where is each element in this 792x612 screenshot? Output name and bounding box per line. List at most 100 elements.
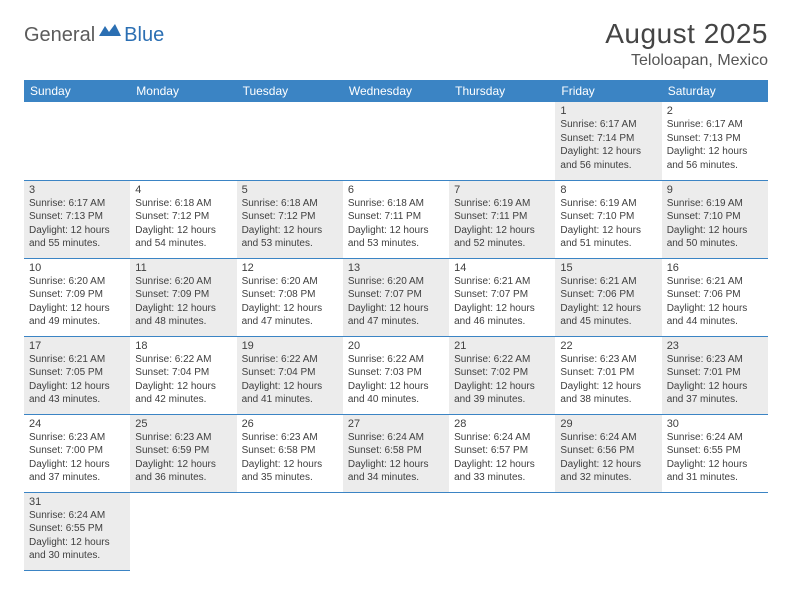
sunrise-text: Sunrise: 6:21 AM (667, 275, 763, 289)
day-info: Sunrise: 6:22 AMSunset: 7:04 PMDaylight:… (135, 353, 231, 407)
calendar-cell (343, 492, 449, 570)
calendar-cell: 10Sunrise: 6:20 AMSunset: 7:09 PMDayligh… (24, 258, 130, 336)
daylight-text: Daylight: 12 hours and 53 minutes. (242, 224, 338, 251)
sunrise-text: Sunrise: 6:20 AM (242, 275, 338, 289)
day-number: 17 (29, 340, 125, 352)
header: General Blue August 2025 Teloloapan, Mex… (24, 18, 768, 70)
calendar-page: General Blue August 2025 Teloloapan, Mex… (0, 0, 792, 589)
sunrise-text: Sunrise: 6:19 AM (454, 197, 550, 211)
sunset-text: Sunset: 7:09 PM (135, 288, 231, 302)
day-info: Sunrise: 6:23 AMSunset: 7:01 PMDaylight:… (667, 353, 763, 407)
calendar-cell: 3Sunrise: 6:17 AMSunset: 7:13 PMDaylight… (24, 180, 130, 258)
daylight-text: Daylight: 12 hours and 55 minutes. (29, 224, 125, 251)
day-info: Sunrise: 6:17 AMSunset: 7:14 PMDaylight:… (560, 118, 656, 172)
sunrise-text: Sunrise: 6:18 AM (242, 197, 338, 211)
sunset-text: Sunset: 7:10 PM (560, 210, 656, 224)
day-number: 9 (667, 184, 763, 196)
day-number: 12 (242, 262, 338, 274)
sunrise-text: Sunrise: 6:17 AM (667, 118, 763, 132)
month-title: August 2025 (605, 18, 768, 50)
calendar-cell (449, 492, 555, 570)
daylight-text: Daylight: 12 hours and 37 minutes. (29, 458, 125, 485)
day-number: 11 (135, 262, 231, 274)
day-number: 7 (454, 184, 550, 196)
day-info: Sunrise: 6:19 AMSunset: 7:10 PMDaylight:… (560, 197, 656, 251)
calendar-cell (555, 492, 661, 570)
daylight-text: Daylight: 12 hours and 50 minutes. (667, 224, 763, 251)
sunset-text: Sunset: 7:07 PM (454, 288, 550, 302)
day-number: 3 (29, 184, 125, 196)
calendar-cell: 2Sunrise: 6:17 AMSunset: 7:13 PMDaylight… (662, 102, 768, 180)
sunset-text: Sunset: 7:07 PM (348, 288, 444, 302)
calendar-cell: 12Sunrise: 6:20 AMSunset: 7:08 PMDayligh… (237, 258, 343, 336)
sunset-text: Sunset: 6:55 PM (667, 444, 763, 458)
day-number: 19 (242, 340, 338, 352)
daylight-text: Daylight: 12 hours and 43 minutes. (29, 380, 125, 407)
calendar-cell: 16Sunrise: 6:21 AMSunset: 7:06 PMDayligh… (662, 258, 768, 336)
calendar-cell: 17Sunrise: 6:21 AMSunset: 7:05 PMDayligh… (24, 336, 130, 414)
sunset-text: Sunset: 7:03 PM (348, 366, 444, 380)
calendar-cell: 6Sunrise: 6:18 AMSunset: 7:11 PMDaylight… (343, 180, 449, 258)
daylight-text: Daylight: 12 hours and 40 minutes. (348, 380, 444, 407)
weekday-header: Wednesday (343, 80, 449, 102)
day-number: 5 (242, 184, 338, 196)
calendar-cell: 20Sunrise: 6:22 AMSunset: 7:03 PMDayligh… (343, 336, 449, 414)
day-number: 24 (29, 418, 125, 430)
sunset-text: Sunset: 7:06 PM (667, 288, 763, 302)
daylight-text: Daylight: 12 hours and 34 minutes. (348, 458, 444, 485)
weekday-header-row: Sunday Monday Tuesday Wednesday Thursday… (24, 80, 768, 102)
sunset-text: Sunset: 7:00 PM (29, 444, 125, 458)
calendar-cell: 24Sunrise: 6:23 AMSunset: 7:00 PMDayligh… (24, 414, 130, 492)
sunrise-text: Sunrise: 6:19 AM (560, 197, 656, 211)
calendar-cell: 28Sunrise: 6:24 AMSunset: 6:57 PMDayligh… (449, 414, 555, 492)
sunrise-text: Sunrise: 6:22 AM (242, 353, 338, 367)
calendar-row: 3Sunrise: 6:17 AMSunset: 7:13 PMDaylight… (24, 180, 768, 258)
sunset-text: Sunset: 7:02 PM (454, 366, 550, 380)
calendar-cell: 26Sunrise: 6:23 AMSunset: 6:58 PMDayligh… (237, 414, 343, 492)
logo-text-general: General (24, 24, 95, 47)
sunrise-text: Sunrise: 6:22 AM (135, 353, 231, 367)
calendar-cell: 30Sunrise: 6:24 AMSunset: 6:55 PMDayligh… (662, 414, 768, 492)
day-info: Sunrise: 6:21 AMSunset: 7:06 PMDaylight:… (560, 275, 656, 329)
calendar-cell: 31Sunrise: 6:24 AMSunset: 6:55 PMDayligh… (24, 492, 130, 570)
weekday-header: Thursday (449, 80, 555, 102)
daylight-text: Daylight: 12 hours and 47 minutes. (242, 302, 338, 329)
day-number: 6 (348, 184, 444, 196)
sunrise-text: Sunrise: 6:21 AM (454, 275, 550, 289)
daylight-text: Daylight: 12 hours and 35 minutes. (242, 458, 338, 485)
sunrise-text: Sunrise: 6:23 AM (560, 353, 656, 367)
day-number: 10 (29, 262, 125, 274)
sunset-text: Sunset: 7:13 PM (667, 132, 763, 146)
daylight-text: Daylight: 12 hours and 54 minutes. (135, 224, 231, 251)
sunset-text: Sunset: 7:01 PM (667, 366, 763, 380)
sunrise-text: Sunrise: 6:20 AM (29, 275, 125, 289)
calendar-cell (130, 492, 236, 570)
day-number: 23 (667, 340, 763, 352)
calendar-row: 1Sunrise: 6:17 AMSunset: 7:14 PMDaylight… (24, 102, 768, 180)
sunset-text: Sunset: 7:04 PM (135, 366, 231, 380)
day-info: Sunrise: 6:21 AMSunset: 7:05 PMDaylight:… (29, 353, 125, 407)
calendar-row: 24Sunrise: 6:23 AMSunset: 7:00 PMDayligh… (24, 414, 768, 492)
daylight-text: Daylight: 12 hours and 37 minutes. (667, 380, 763, 407)
logo: General Blue (24, 24, 164, 47)
day-info: Sunrise: 6:17 AMSunset: 7:13 PMDaylight:… (667, 118, 763, 172)
calendar-cell (237, 492, 343, 570)
calendar-cell: 21Sunrise: 6:22 AMSunset: 7:02 PMDayligh… (449, 336, 555, 414)
sunrise-text: Sunrise: 6:24 AM (348, 431, 444, 445)
day-info: Sunrise: 6:18 AMSunset: 7:12 PMDaylight:… (135, 197, 231, 251)
sunrise-text: Sunrise: 6:21 AM (29, 353, 125, 367)
sunrise-text: Sunrise: 6:24 AM (29, 509, 125, 523)
day-info: Sunrise: 6:22 AMSunset: 7:04 PMDaylight:… (242, 353, 338, 407)
day-info: Sunrise: 6:21 AMSunset: 7:06 PMDaylight:… (667, 275, 763, 329)
calendar-cell: 8Sunrise: 6:19 AMSunset: 7:10 PMDaylight… (555, 180, 661, 258)
daylight-text: Daylight: 12 hours and 46 minutes. (454, 302, 550, 329)
day-info: Sunrise: 6:23 AMSunset: 6:59 PMDaylight:… (135, 431, 231, 485)
logo-text-blue: Blue (124, 24, 164, 47)
day-number: 26 (242, 418, 338, 430)
calendar-cell: 15Sunrise: 6:21 AMSunset: 7:06 PMDayligh… (555, 258, 661, 336)
day-info: Sunrise: 6:22 AMSunset: 7:03 PMDaylight:… (348, 353, 444, 407)
sunrise-text: Sunrise: 6:23 AM (242, 431, 338, 445)
calendar-cell: 4Sunrise: 6:18 AMSunset: 7:12 PMDaylight… (130, 180, 236, 258)
day-info: Sunrise: 6:18 AMSunset: 7:12 PMDaylight:… (242, 197, 338, 251)
day-info: Sunrise: 6:24 AMSunset: 6:58 PMDaylight:… (348, 431, 444, 485)
